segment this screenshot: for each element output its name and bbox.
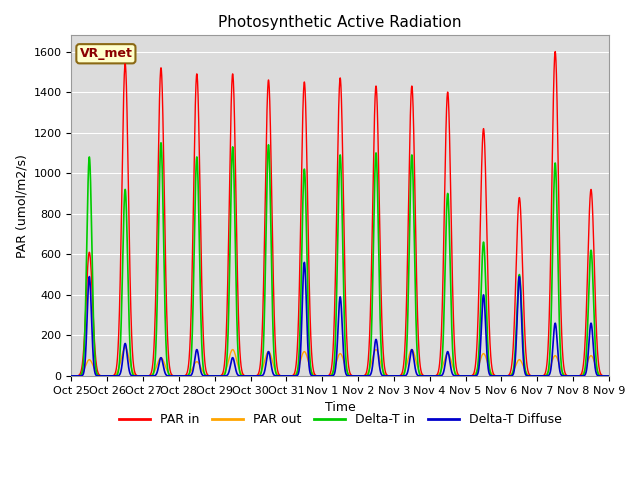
X-axis label: Time: Time: [324, 401, 355, 414]
Legend: PAR in, PAR out, Delta-T in, Delta-T Diffuse: PAR in, PAR out, Delta-T in, Delta-T Dif…: [113, 408, 566, 431]
Y-axis label: PAR (umol/m2/s): PAR (umol/m2/s): [15, 154, 28, 258]
Text: VR_met: VR_met: [79, 47, 132, 60]
Title: Photosynthetic Active Radiation: Photosynthetic Active Radiation: [218, 15, 462, 30]
